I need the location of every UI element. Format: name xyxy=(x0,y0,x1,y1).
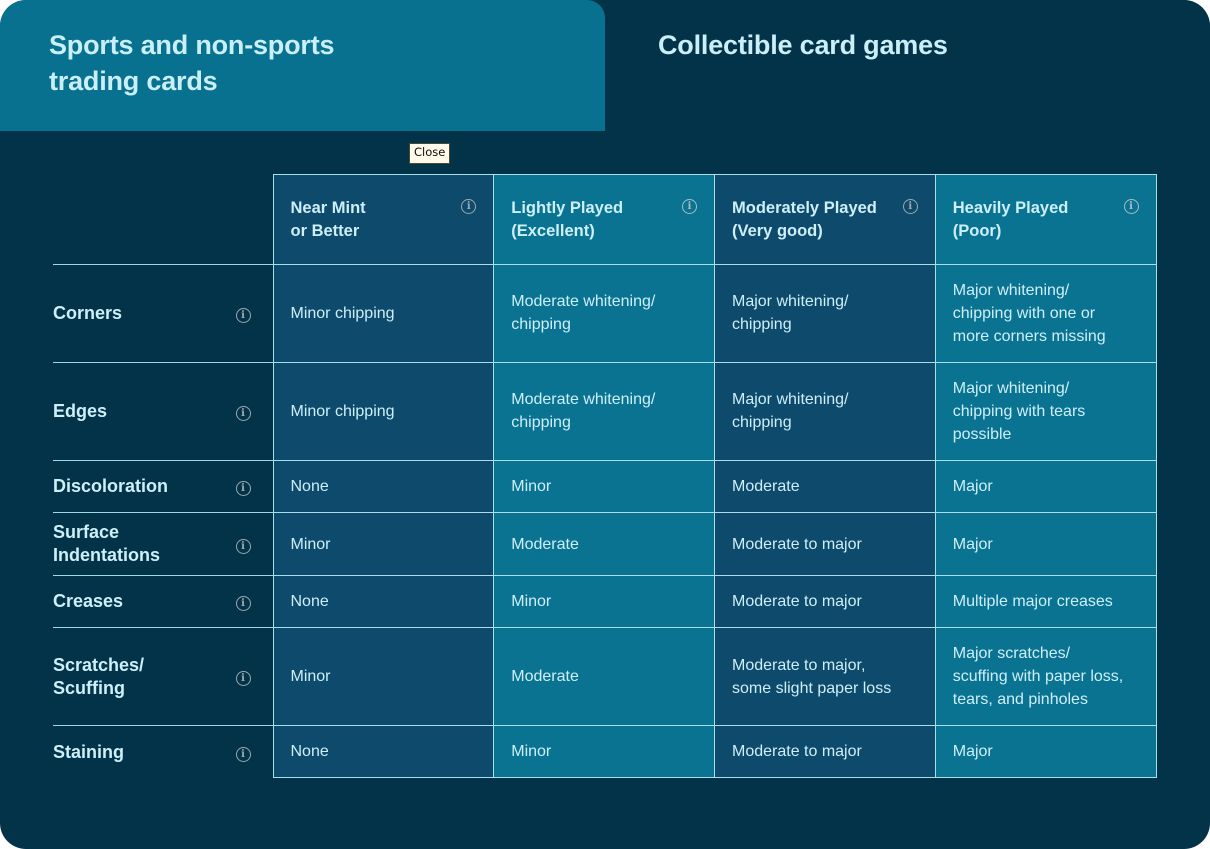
info-icon[interactable]: i xyxy=(235,746,251,762)
table-row: Discoloration i None Minor Moderate Majo… xyxy=(53,460,1157,514)
table-corner-cell xyxy=(53,175,273,265)
table-cell: Major whitening/ chipping xyxy=(714,263,936,363)
info-icon[interactable]: i xyxy=(682,199,697,214)
table-cell: Major xyxy=(934,725,1157,779)
table-cell: Moderate to major, some slight paper los… xyxy=(714,627,936,727)
table-cell: None xyxy=(272,575,495,629)
condition-table-wrapper: Near Mint or Better i Lightly Played (Ex… xyxy=(53,174,1157,779)
info-icon[interactable]: i xyxy=(235,596,251,612)
table-row: Scratches/ Scuffing i Minor Moderate Mod… xyxy=(53,627,1157,727)
table-cell: Major xyxy=(934,512,1157,577)
row-header-staining: Staining i xyxy=(53,725,273,778)
row-header-discoloration: Discoloration i xyxy=(53,460,273,513)
info-icon[interactable]: i xyxy=(235,538,251,554)
tab-sports-and-non-sports-trading-cards[interactable]: Sports and non-sports trading cards xyxy=(0,0,605,131)
table-cell: Major whitening/ chipping with tears pos… xyxy=(934,361,1157,462)
row-header-corners: Corners i xyxy=(53,263,273,363)
info-icon[interactable]: i xyxy=(235,671,251,687)
row-header-label: Creases xyxy=(53,591,124,612)
column-header-moderately-played-very-good[interactable]: Moderately Played (Very good) i xyxy=(714,174,936,265)
info-icon[interactable]: i xyxy=(902,199,918,214)
table-cell: Major xyxy=(934,460,1157,514)
table-cell: Major whitening/ chipping xyxy=(714,361,936,462)
column-header-near-mint-or-better[interactable]: Near Mint or Better i xyxy=(272,174,495,265)
column-header-label: Lightly Played (Excellent) xyxy=(511,199,624,241)
table-cell: Multiple major creases xyxy=(934,575,1157,629)
info-icon[interactable]: i xyxy=(1123,199,1139,214)
table-cell: None xyxy=(272,725,495,779)
column-header-label: Near Mint or Better xyxy=(290,199,366,241)
table-cell: Minor xyxy=(272,512,495,577)
row-header-scratches-scuffing: Scratches/ Scuffing i xyxy=(53,627,273,726)
column-header-label: Moderately Played (Very good) xyxy=(732,199,877,241)
column-header-label: Heavily Played (Poor) xyxy=(952,199,1069,241)
table-cell: Moderate xyxy=(714,460,936,514)
table-cell: Moderate xyxy=(493,512,715,577)
info-icon[interactable]: i xyxy=(235,307,251,323)
table-header-row: Near Mint or Better i Lightly Played (Ex… xyxy=(53,174,1157,265)
column-header-heavily-played-poor[interactable]: Heavily Played (Poor) i xyxy=(934,174,1157,265)
table-body: Corners i Minor chipping Moderate whiten… xyxy=(53,263,1157,779)
row-header-creases: Creases i xyxy=(53,575,273,628)
row-header-label: Corners xyxy=(53,302,123,323)
row-header-label: Staining xyxy=(53,741,124,762)
table-header: Near Mint or Better i Lightly Played (Ex… xyxy=(53,174,1157,265)
row-header-edges: Edges i xyxy=(53,361,273,461)
tab-bar: Sports and non-sports trading cards Coll… xyxy=(0,0,1210,131)
table-cell: Moderate to major xyxy=(714,575,936,629)
table-cell: Major whitening/ chipping with one or mo… xyxy=(934,263,1157,363)
info-icon[interactable]: i xyxy=(461,199,477,214)
table-cell: Moderate whitening/ chipping xyxy=(493,263,715,363)
table-cell: Moderate xyxy=(493,627,715,727)
info-icon[interactable]: i xyxy=(235,405,251,421)
table-cell: Minor xyxy=(272,627,495,727)
tab-label: Collectible card games xyxy=(658,30,948,60)
table-cell: Moderate whitening/ chipping xyxy=(493,361,715,462)
tab-label: Sports and non-sports trading cards xyxy=(49,30,335,96)
info-icon[interactable]: i xyxy=(235,481,251,497)
row-header-label: Discoloration xyxy=(53,476,169,497)
table-row: Creases i None Minor Moderate to major M… xyxy=(53,575,1157,629)
table-row: Corners i Minor chipping Moderate whiten… xyxy=(53,263,1157,363)
table-cell: Minor xyxy=(493,575,715,629)
close-button[interactable]: Close xyxy=(409,143,451,164)
table-cell: Minor chipping xyxy=(272,361,495,462)
row-header-label: Edges xyxy=(53,400,108,421)
table-cell: Moderate to major xyxy=(714,512,936,577)
row-header-label: Scratches/ Scuffing xyxy=(53,654,145,698)
row-header-label: Surface Indentations xyxy=(53,522,160,566)
table-cell: Minor chipping xyxy=(272,263,495,363)
column-header-lightly-played-excellent[interactable]: Lightly Played (Excellent) i xyxy=(493,174,715,265)
table-cell: Minor xyxy=(493,725,715,779)
row-header-surface-indentations: Surface Indentations i xyxy=(53,512,273,576)
table-row: Edges i Minor chipping Moderate whitenin… xyxy=(53,361,1157,462)
condition-table: Near Mint or Better i Lightly Played (Ex… xyxy=(53,174,1157,779)
table-row: Staining i None Minor Moderate to major … xyxy=(53,725,1157,779)
table-cell: Major scratches/ scuffing with paper los… xyxy=(934,627,1157,727)
tab-collectible-card-games[interactable]: Collectible card games xyxy=(605,0,1210,131)
table-cell: Moderate to major xyxy=(714,725,936,779)
table-row: Surface Indentations i Minor Moderate Mo… xyxy=(53,512,1157,577)
table-cell: None xyxy=(272,460,495,514)
table-cell: Minor xyxy=(493,460,715,514)
